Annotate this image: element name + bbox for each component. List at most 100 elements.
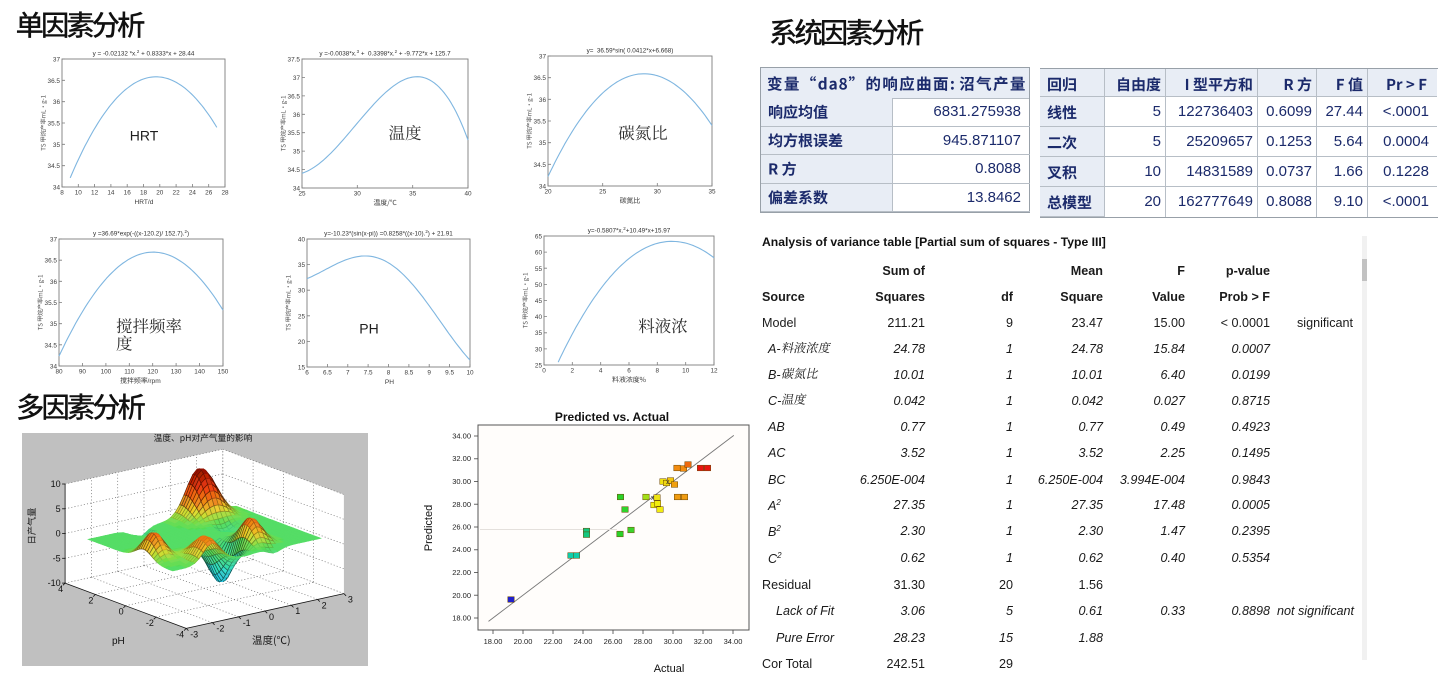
svg-text:2: 2	[571, 368, 575, 375]
svg-text:40: 40	[298, 237, 306, 244]
svg-text:1: 1	[295, 606, 300, 616]
svg-text:18.00: 18.00	[484, 637, 503, 646]
svg-text:10: 10	[682, 368, 690, 375]
svg-text:90: 90	[79, 369, 87, 376]
svg-text:y =-0.0038*x.3​ + 0.3398*x.2​: y =-0.0038*x.3​ + 0.3398*x.2​ + -9.772*x…	[319, 49, 451, 58]
svg-text:25: 25	[535, 363, 543, 370]
svg-text:-10: -10	[48, 578, 61, 588]
svg-text:36: 36	[53, 99, 61, 106]
svg-text:10: 10	[51, 479, 61, 489]
svg-text:15: 15	[298, 365, 306, 372]
svg-text:20: 20	[544, 189, 552, 196]
svg-text:32.00: 32.00	[694, 637, 713, 646]
svg-text:35: 35	[53, 142, 61, 149]
svg-text:PH: PH	[385, 379, 394, 386]
svg-text:18.00: 18.00	[452, 614, 471, 623]
svg-text:130: 130	[171, 369, 182, 376]
svg-text:6: 6	[627, 368, 631, 375]
svg-text:2: 2	[322, 600, 327, 610]
svg-text:9: 9	[427, 370, 431, 377]
svg-text:14: 14	[107, 190, 115, 197]
svg-text:12: 12	[710, 368, 718, 375]
svg-text:0: 0	[119, 607, 124, 617]
svg-text:34: 34	[50, 364, 58, 371]
svg-text:16: 16	[124, 190, 132, 197]
svg-text:110: 110	[124, 369, 135, 376]
svg-text:PH: PH	[359, 321, 378, 337]
svg-text:9.5: 9.5	[445, 370, 454, 377]
svg-text:30.00: 30.00	[452, 477, 471, 486]
svg-text:35: 35	[298, 262, 306, 269]
svg-text:7: 7	[346, 370, 350, 377]
svg-text:-5: -5	[53, 553, 61, 563]
svg-text:y=-10.23*(sin(x-pi)) =0.8258*(: y=-10.23*(sin(x-pi)) =0.8258*((x-10).2​)…	[324, 229, 453, 238]
svg-text:0: 0	[542, 368, 546, 375]
svg-text:37: 37	[293, 75, 301, 82]
svg-text:34.00: 34.00	[724, 637, 743, 646]
svg-text:20.00: 20.00	[452, 591, 471, 600]
svg-text:36: 36	[293, 112, 301, 119]
svg-text:7.5: 7.5	[364, 370, 373, 377]
svg-text:35: 35	[535, 330, 543, 337]
svg-text:30: 30	[298, 288, 306, 295]
svg-text:y= 36.59*sin( 0.0412*x+6.668): y= 36.59*sin( 0.0412*x+6.668)	[587, 48, 674, 55]
svg-text:-3: -3	[190, 629, 198, 639]
svg-text:28.00: 28.00	[634, 637, 653, 646]
svg-text:3: 3	[348, 595, 353, 605]
svg-text:Actual: Actual	[654, 663, 685, 675]
svg-text:24.00: 24.00	[452, 545, 471, 554]
svg-text:35: 35	[409, 191, 417, 198]
svg-text:28.00: 28.00	[452, 500, 471, 509]
svg-text:34: 34	[293, 186, 301, 193]
svg-text:Predicted vs. Actual: Predicted vs. Actual	[555, 410, 669, 424]
svg-text:80: 80	[55, 369, 63, 376]
svg-text:y = -0.02132 *x.2​ + 0.8333*x: y = -0.02132 *x.2​ + 0.8333*x + 28.44	[93, 49, 195, 58]
svg-text:-2: -2	[216, 624, 224, 634]
svg-text:30: 30	[354, 191, 362, 198]
svg-text:26.00: 26.00	[604, 637, 623, 646]
svg-text:6.5: 6.5	[323, 370, 332, 377]
svg-text:34: 34	[539, 184, 547, 191]
svg-text:36.5: 36.5	[48, 78, 61, 85]
svg-text:140: 140	[194, 369, 205, 376]
svg-text:35.5: 35.5	[48, 121, 61, 128]
svg-text:x: x	[651, 495, 655, 502]
svg-text:36: 36	[50, 279, 58, 286]
svg-text:36.5: 36.5	[534, 75, 547, 82]
svg-text:30.00: 30.00	[664, 637, 683, 646]
svg-text:37.5: 37.5	[288, 57, 301, 64]
svg-text:y =36.69*exp(-((x-120.2)/ 152.: y =36.69*exp(-((x-120.2)/ 152.7).2​)	[93, 229, 189, 238]
svg-text:x: x	[666, 479, 670, 486]
svg-text:8: 8	[656, 368, 660, 375]
svg-text:25: 25	[298, 313, 306, 320]
svg-text:36: 36	[539, 97, 547, 104]
svg-text:10: 10	[466, 370, 474, 377]
svg-text:4: 4	[599, 368, 603, 375]
svg-text:y=-0.5807*x.2​+10.49*x+15.97: y=-0.5807*x.2​+10.49*x+15.97	[588, 226, 671, 235]
svg-text:36.5: 36.5	[288, 93, 301, 100]
svg-text:34.00: 34.00	[452, 432, 471, 441]
svg-text:20: 20	[156, 190, 164, 197]
svg-text:-4: -4	[176, 629, 184, 639]
svg-text:150: 150	[218, 369, 229, 376]
svg-text:HRT: HRT	[130, 128, 159, 144]
svg-text:40: 40	[464, 191, 472, 198]
svg-text:-2: -2	[146, 618, 154, 628]
svg-text:8.5: 8.5	[404, 370, 413, 377]
svg-text:0: 0	[269, 612, 274, 622]
svg-text:8: 8	[387, 370, 391, 377]
svg-text:22: 22	[173, 190, 181, 197]
svg-text:25: 25	[599, 189, 607, 196]
svg-text:18: 18	[140, 190, 148, 197]
svg-text:34.5: 34.5	[288, 167, 301, 174]
svg-text:35: 35	[293, 149, 301, 156]
svg-text:37: 37	[50, 237, 58, 244]
svg-text:4: 4	[58, 584, 63, 594]
svg-text:34.5: 34.5	[45, 342, 58, 349]
svg-text:36.5: 36.5	[45, 258, 58, 265]
svg-text:26.00: 26.00	[452, 523, 471, 532]
svg-text:40: 40	[535, 314, 543, 321]
svg-text:34.5: 34.5	[48, 163, 61, 170]
svg-text:34: 34	[53, 185, 61, 192]
svg-text:20.00: 20.00	[514, 637, 533, 646]
